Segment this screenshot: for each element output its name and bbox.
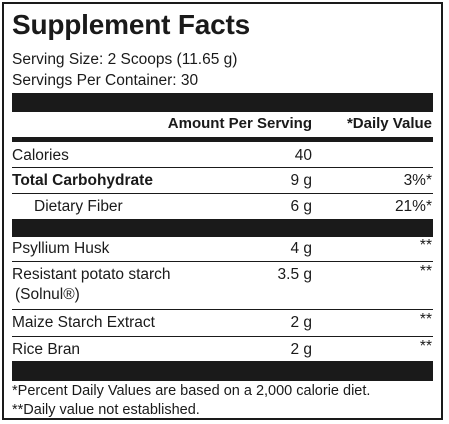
thick-divider-top [12,93,433,112]
row-name-resistant-potato-starch: Resistant potato starch [12,266,171,283]
panel-title: Supplement Facts [12,9,250,40]
row-name-calories: Calories [12,147,69,164]
row-name-maize-starch-extract: Maize Starch Extract [12,314,155,331]
row-amount-total-carbohydrate: 9 g [290,172,312,189]
row-dv-total-carbohydrate: 3%* [403,172,432,189]
panel-inner: Supplement Facts Serving Size: 2 Scoops … [12,4,433,418]
footnote-daily-value-not-established: **Daily value not established. [12,402,200,418]
row-dv-rice-bran: ** [419,338,432,355]
row-dv-dietary-fiber: 21%* [394,198,432,215]
row-divider [12,167,433,168]
amount-per-serving-header: Amount Per Serving [167,115,312,132]
servings-per-container: Servings Per Container: 30 [12,72,199,89]
footnote-percent-daily-values: *Percent Daily Values are based on a 2,0… [12,383,371,399]
daily-value-header: *Daily Value [346,115,432,132]
row-dv-resistant-potato-starch: ** [419,263,432,280]
row-divider [12,336,433,337]
row-name-rice-bran: Rice Bran [12,341,81,358]
row-amount-dietary-fiber: 6 g [290,198,312,215]
thick-divider-middle [12,219,433,237]
serving-size: Serving Size: 2 Scoops (11.65 g) [12,51,238,68]
row-amount-maize-starch-extract: 2 g [290,314,312,331]
row-name-solnul: (Solnul®) [15,286,80,303]
thick-divider-bottom [12,361,433,381]
row-divider [12,261,433,262]
row-amount-resistant-potato-starch: 3.5 g [277,266,312,283]
row-dv-psyllium-husk: ** [419,237,432,254]
row-amount-calories: 40 [294,147,312,164]
row-divider [12,309,433,310]
row-divider [12,193,433,194]
header-divider [12,137,433,142]
row-dv-maize-starch-extract: ** [419,311,432,328]
row-amount-psyllium-husk: 4 g [290,240,312,257]
row-amount-rice-bran: 2 g [290,341,312,358]
row-name-dietary-fiber: Dietary Fiber [34,198,123,215]
supplement-facts-panel: Supplement Facts Serving Size: 2 Scoops … [2,2,443,420]
row-name-total-carbohydrate: Total Carbohydrate [12,172,153,189]
row-name-psyllium-husk: Psyllium Husk [12,240,110,257]
